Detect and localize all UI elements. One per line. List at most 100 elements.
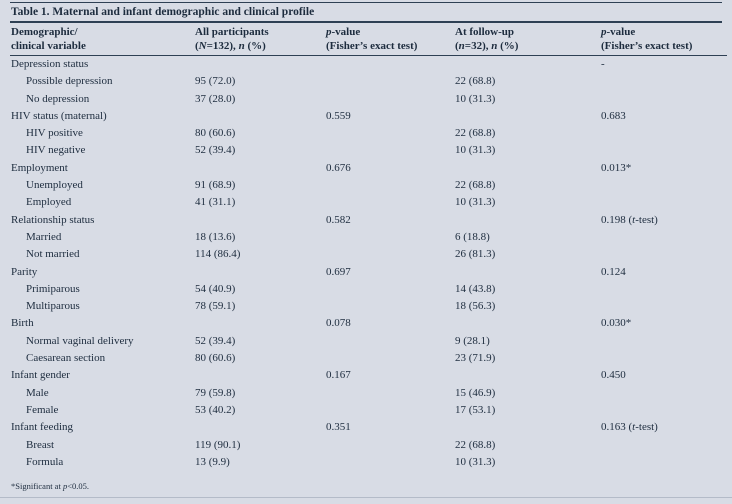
cell-variable: Caesarean section xyxy=(26,352,106,365)
cell-follow-up: 22 (68.8) xyxy=(455,438,496,451)
table-title: Table 1. Maternal and infant demographic… xyxy=(10,2,722,23)
cell-p-value-baseline xyxy=(325,91,454,108)
cell-variable: HIV negative xyxy=(26,144,86,157)
cell-p-value-follow-up xyxy=(600,142,727,159)
table-row: No depression 37 (28.0) 10 (31.3) xyxy=(10,91,727,108)
cell-follow-up: 14 (43.8) xyxy=(455,282,496,295)
cell-p-value-baseline xyxy=(325,125,454,142)
table-row: Caesarean section 80 (60.6) 23 (71.9) xyxy=(10,350,727,367)
cell-variable: Not married xyxy=(26,248,80,261)
cell-variable: Possible depression xyxy=(26,75,113,88)
demographics-table: Demographic/clinical variable All partici… xyxy=(10,23,727,471)
cell-follow-up: 23 (71.9) xyxy=(455,352,496,365)
table-row: Birth 0.078 0.030* xyxy=(10,315,727,332)
cell-p-value-baseline xyxy=(325,142,454,159)
cell-p-value-follow-up xyxy=(600,333,727,350)
table-row: Infant gender 0.167 0.450 xyxy=(10,367,727,384)
cell-all-participants: 80 (60.6) xyxy=(195,127,236,140)
cell-follow-up xyxy=(454,367,600,384)
cell-all-participants: 114 (86.4) xyxy=(195,248,241,261)
cell-p-value-baseline xyxy=(325,56,454,74)
column-header-p-value-baseline: p-value (Fisher’s exact test) xyxy=(325,23,454,56)
cell-variable: Breast xyxy=(26,438,55,451)
cell-p-value-follow-up xyxy=(600,350,727,367)
cell-variable: Depression status xyxy=(11,58,89,70)
bottom-rule xyxy=(0,497,732,498)
cell-follow-up xyxy=(454,315,600,332)
cell-p-value-baseline: 0.676 xyxy=(326,161,351,174)
cell-p-value-baseline xyxy=(325,246,454,263)
cell-all-participants: 54 (40.9) xyxy=(195,282,236,295)
cell-all-participants: 41 (31.1) xyxy=(195,196,236,209)
cell-follow-up: 17 (53.1) xyxy=(455,403,496,416)
column-header-line: All participants xyxy=(195,26,269,38)
cell-all-participants xyxy=(194,212,325,229)
cell-p-value-follow-up xyxy=(600,298,727,315)
cell-p-value-follow-up: 0.198 (t-test) xyxy=(601,213,658,226)
table-row: Not married 114 (86.4) 26 (81.3) xyxy=(10,246,727,263)
cell-all-participants: 78 (59.1) xyxy=(195,300,236,313)
cell-variable: Infant feeding xyxy=(11,421,73,434)
table-footnote: *Significant at p<0.05. xyxy=(11,481,89,492)
cell-follow-up: 18 (56.3) xyxy=(455,300,496,313)
cell-p-value-follow-up: - xyxy=(601,58,605,70)
cell-follow-up: 9 (28.1) xyxy=(455,334,490,347)
cell-variable: Employed xyxy=(26,196,72,209)
table-row: HIV positive 80 (60.6) 22 (68.8) xyxy=(10,125,727,142)
column-header-line: p-value xyxy=(601,26,636,38)
table-row: Possible depression 95 (72.0) 22 (68.8) xyxy=(10,73,727,90)
cell-p-value-follow-up: 0.683 xyxy=(601,109,626,122)
table-row: HIV status (maternal) 0.559 0.683 xyxy=(10,108,727,125)
cell-follow-up xyxy=(454,108,600,125)
table-row: Formula 13 (9.9) 10 (31.3) xyxy=(10,454,727,471)
table-row: Primiparous 54 (40.9) 14 (43.8) xyxy=(10,281,727,298)
cell-p-value-baseline xyxy=(325,281,454,298)
cell-p-value-baseline xyxy=(325,229,454,246)
table-row: Male 79 (59.8) 15 (46.9) xyxy=(10,385,727,402)
cell-variable: Birth xyxy=(11,317,34,330)
cell-variable: Multiparous xyxy=(26,300,80,313)
cell-follow-up: 10 (31.3) xyxy=(455,144,496,157)
cell-follow-up: 26 (81.3) xyxy=(455,248,496,261)
cell-variable: HIV status (maternal) xyxy=(11,109,107,122)
column-header-line: (N=132), n (%) xyxy=(195,39,266,52)
table-row: Multiparous 78 (59.1) 18 (56.3) xyxy=(10,298,727,315)
cell-variable: Primiparous xyxy=(26,282,80,295)
table-row: Female 53 (40.2) 17 (53.1) xyxy=(10,402,727,419)
cell-follow-up: 22 (68.8) xyxy=(455,127,496,140)
cell-follow-up: 10 (31.3) xyxy=(455,455,496,468)
cell-variable: Parity xyxy=(11,265,38,278)
cell-variable: Formula xyxy=(26,455,64,468)
cell-p-value-follow-up: 0.030* xyxy=(601,317,632,330)
cell-p-value-follow-up xyxy=(600,91,727,108)
cell-p-value-follow-up xyxy=(600,194,727,211)
cell-p-value-follow-up xyxy=(600,385,727,402)
cell-p-value-follow-up xyxy=(600,402,727,419)
cell-follow-up xyxy=(454,212,600,229)
table-row: Married 18 (13.6) 6 (18.8) xyxy=(10,229,727,246)
cell-p-value-baseline xyxy=(325,350,454,367)
column-header-line: (Fisher’s exact test) xyxy=(326,39,418,52)
cell-variable: HIV positive xyxy=(26,127,83,140)
cell-variable: Unemployed xyxy=(26,179,83,192)
column-header-line: Demographic/ xyxy=(11,26,78,38)
cell-p-value-baseline xyxy=(325,194,454,211)
cell-all-participants: 18 (13.6) xyxy=(195,230,236,243)
column-header-line: At follow-up xyxy=(455,26,514,38)
cell-p-value-follow-up xyxy=(600,246,727,263)
cell-p-value-baseline xyxy=(325,177,454,194)
cell-all-participants xyxy=(194,419,325,436)
cell-all-participants: 53 (40.2) xyxy=(195,403,236,416)
table-row: Depression status - xyxy=(10,56,727,74)
cell-p-value-follow-up: 0.450 xyxy=(601,369,626,382)
cell-all-participants xyxy=(194,108,325,125)
cell-p-value-follow-up xyxy=(600,177,727,194)
cell-all-participants xyxy=(194,315,325,332)
cell-p-value-follow-up xyxy=(600,454,727,471)
column-header-p-value-follow-up: p-value (Fisher’s exact test) xyxy=(600,23,727,56)
cell-p-value-baseline xyxy=(325,333,454,350)
cell-all-participants: 91 (68.9) xyxy=(195,179,236,192)
cell-variable: Normal vaginal delivery xyxy=(26,334,134,347)
cell-follow-up: 22 (68.8) xyxy=(455,179,496,192)
cell-follow-up: 10 (31.3) xyxy=(455,196,496,209)
